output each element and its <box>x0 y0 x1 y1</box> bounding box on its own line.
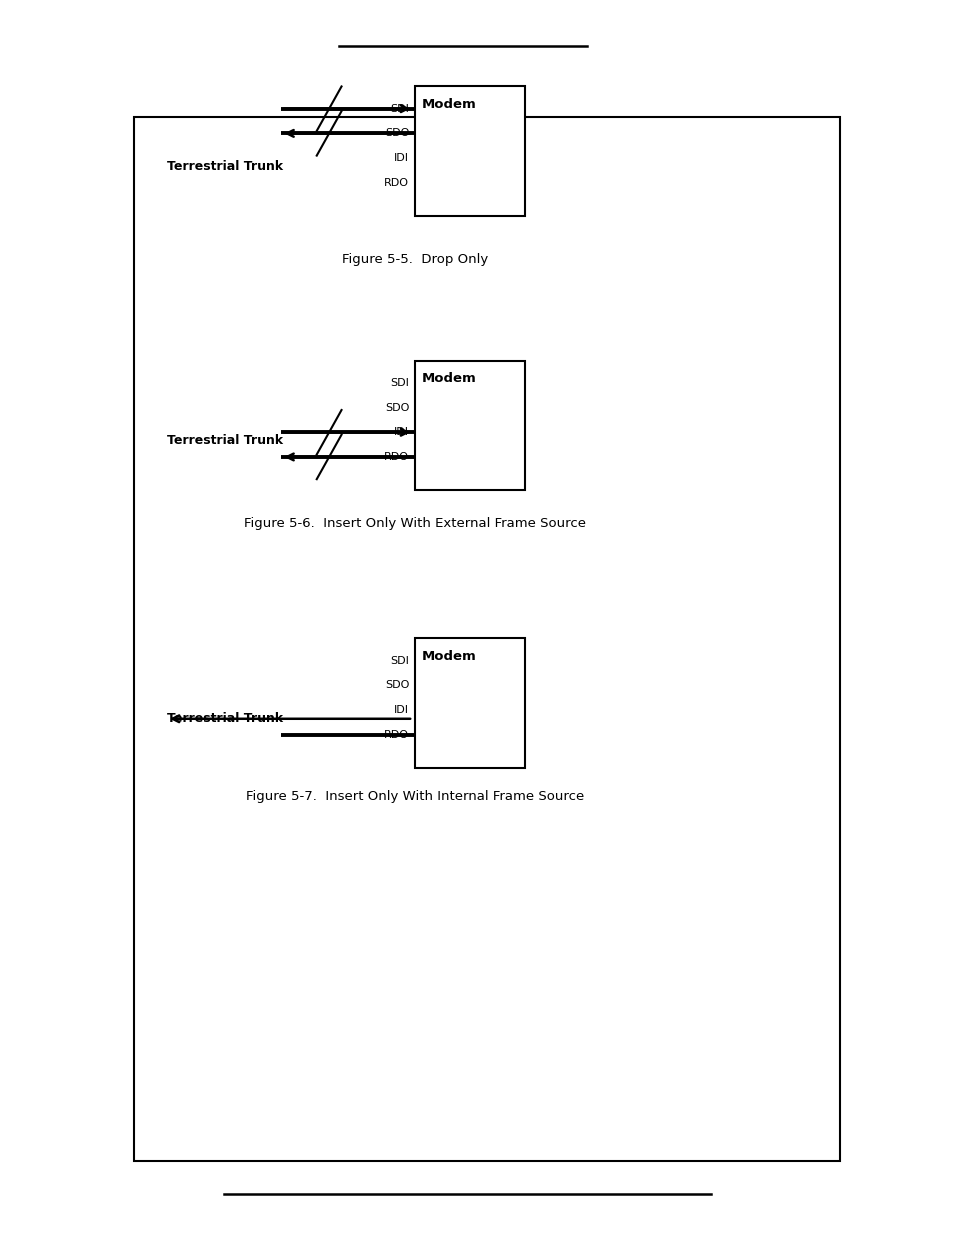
Bar <box>133 117 839 1161</box>
Text: SDO: SDO <box>384 680 409 690</box>
Text: Modem: Modem <box>421 650 476 663</box>
Text: SDI: SDI <box>390 104 409 114</box>
Bar <box>415 86 524 216</box>
Text: RDO: RDO <box>384 730 409 740</box>
Text: Figure 5-7.  Insert Only With Internal Frame Source: Figure 5-7. Insert Only With Internal Fr… <box>246 790 583 803</box>
Text: RDO: RDO <box>384 178 409 188</box>
Text: Terrestrial Trunk: Terrestrial Trunk <box>167 161 283 173</box>
Text: Figure 5-5.  Drop Only: Figure 5-5. Drop Only <box>341 253 488 266</box>
Text: Terrestrial Trunk: Terrestrial Trunk <box>167 435 283 447</box>
Text: IDI: IDI <box>394 153 409 163</box>
Text: RDO: RDO <box>384 452 409 462</box>
Text: Modem: Modem <box>421 372 476 385</box>
Text: SDI: SDI <box>390 656 409 666</box>
Text: SDI: SDI <box>390 378 409 388</box>
Bar <box>415 361 524 490</box>
Text: SDO: SDO <box>384 403 409 412</box>
Text: IDI: IDI <box>394 705 409 715</box>
Text: Modem: Modem <box>421 98 476 111</box>
Bar <box>415 638 524 768</box>
Text: Figure 5-6.  Insert Only With External Frame Source: Figure 5-6. Insert Only With External Fr… <box>244 517 585 530</box>
Text: IDI: IDI <box>394 427 409 437</box>
Text: Terrestrial Trunk: Terrestrial Trunk <box>167 713 283 725</box>
Text: SDO: SDO <box>384 128 409 138</box>
